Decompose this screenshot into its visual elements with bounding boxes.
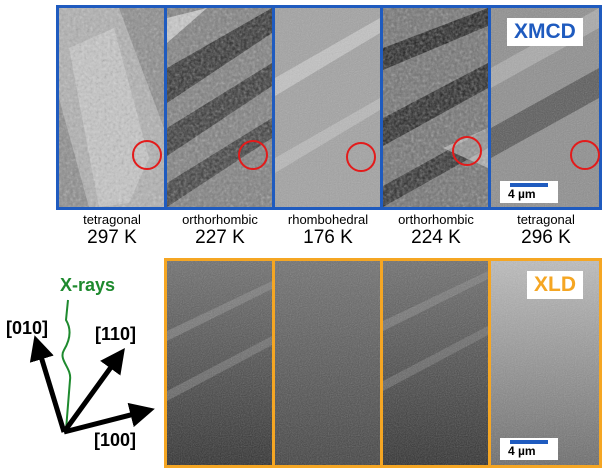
- phase-label: orthorhombic: [182, 212, 258, 227]
- xrays-beam-icon: [61, 299, 72, 431]
- temperature-label: 224 K: [411, 227, 461, 248]
- scale-bar-xld: 4 µm: [500, 438, 558, 460]
- axis-100-arrow: [63, 402, 155, 435]
- xmcd-panel-4: [383, 8, 488, 207]
- xmcd-divider: [380, 5, 383, 210]
- axis-100-label: [100]: [94, 430, 137, 450]
- phase-label: tetragonal: [517, 212, 575, 227]
- highlight-circle: [238, 140, 268, 170]
- xld-divider: [380, 258, 383, 468]
- scale-bar-line: [510, 440, 548, 444]
- highlight-circle: [452, 136, 482, 166]
- scale-bar-label: 4 µm: [508, 444, 536, 458]
- temperature-label: 176 K: [303, 227, 353, 248]
- phase-label: tetragonal: [83, 212, 141, 227]
- axis-010-label: [010]: [6, 318, 49, 338]
- xrays-label: X-rays: [60, 275, 116, 295]
- xmcd-divider: [488, 5, 491, 210]
- phase-label: orthorhombic: [398, 212, 474, 227]
- highlight-circle: [346, 142, 376, 172]
- xld-divider: [272, 258, 275, 468]
- scale-bar-label: 4 µm: [508, 187, 536, 201]
- xld-panel-2: [275, 261, 380, 465]
- xmcd-divider: [272, 5, 275, 210]
- crystal-axes-diagram: [29, 299, 155, 435]
- axis-010-arrow: [29, 335, 67, 433]
- scale-bar-line: [510, 183, 548, 187]
- axis-110-arrow: [61, 347, 125, 434]
- temperature-label: 297 K: [87, 227, 137, 248]
- axis-110-label: [110]: [95, 324, 137, 344]
- scale-bar-xmcd: 4 µm: [500, 181, 558, 203]
- xmcd-label: XMCD: [507, 18, 583, 46]
- xld-frame: [164, 258, 602, 468]
- xld-panel-3: [383, 261, 488, 465]
- xmcd-divider: [164, 5, 167, 210]
- xmcd-panel-2: [167, 8, 272, 207]
- temperature-label: 227 K: [195, 227, 245, 248]
- xmcd-frame: [56, 5, 602, 210]
- highlight-circle: [570, 140, 600, 170]
- highlight-circle: [132, 140, 162, 170]
- temperature-label: 296 K: [521, 227, 571, 248]
- xld-panel-1: [167, 261, 272, 465]
- xld-divider: [488, 258, 491, 468]
- xld-label: XLD: [527, 271, 583, 299]
- xmcd-panel-3: [275, 8, 380, 207]
- phase-label: rhombohedral: [287, 212, 369, 227]
